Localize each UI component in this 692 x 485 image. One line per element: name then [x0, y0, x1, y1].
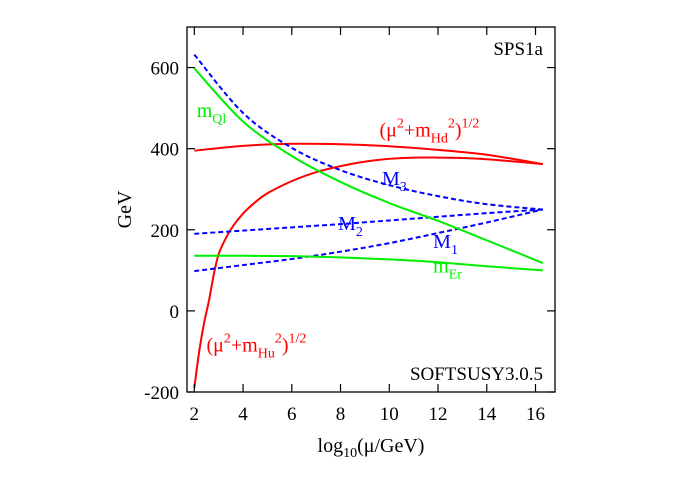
y-tick-label: 600 — [151, 59, 180, 80]
x-tick-label: 2 — [190, 404, 200, 425]
curve-label-mHd: (μ2+mHd2)1/2 — [380, 117, 480, 147]
y-tick-label: 400 — [151, 140, 180, 161]
x-tick-label: 16 — [526, 404, 545, 425]
curve-label-mHu: (μ2+mHu2)1/2 — [206, 331, 306, 361]
curve-label-mQl: mQl — [197, 100, 227, 127]
corner-label-top-right: SPS1a — [493, 39, 543, 60]
x-axis-title-log: log — [318, 435, 344, 457]
series-line-M3 — [193, 53, 543, 211]
curve-label-M3: M3 — [382, 168, 407, 195]
x-tick-label: 6 — [287, 404, 297, 425]
y-tick-label: -200 — [144, 383, 179, 404]
x-tick-label: 4 — [238, 404, 248, 425]
series-line-mQl — [193, 67, 544, 264]
corner-label-bottom-right: SOFTSUSY3.0.5 — [410, 364, 543, 385]
y-tick-label: 200 — [151, 221, 180, 242]
x-axis-title: log10(μ/GeV) — [318, 435, 425, 461]
curve-label-M1: M1 — [433, 231, 458, 258]
y-tick-label: 0 — [170, 302, 180, 323]
y-axis-title: GeV — [114, 190, 136, 228]
ticks-layer: 2 4 6 8 10 12 14 16 -200 0 200 400 600 — [144, 27, 555, 425]
series-line-mHu — [193, 156, 543, 389]
curve-label-mEr: mEr — [433, 255, 462, 282]
series-line-mHd — [194, 142, 543, 166]
x-axis-title-sub: 10 — [343, 446, 357, 461]
x-tick-label: 8 — [336, 404, 346, 425]
series-line-M2 — [194, 208, 543, 235]
x-tick-label: 14 — [477, 404, 497, 425]
x-tick-label: 10 — [380, 404, 399, 425]
series-layer — [193, 53, 544, 389]
series-line-M1 — [194, 208, 544, 273]
plot-frame — [186, 26, 556, 393]
curve-label-M2: M2 — [338, 213, 363, 240]
series-line-mEr — [194, 254, 543, 272]
x-tick-label: 12 — [429, 404, 448, 425]
x-axis-title-rest: (μ/GeV) — [357, 435, 424, 457]
